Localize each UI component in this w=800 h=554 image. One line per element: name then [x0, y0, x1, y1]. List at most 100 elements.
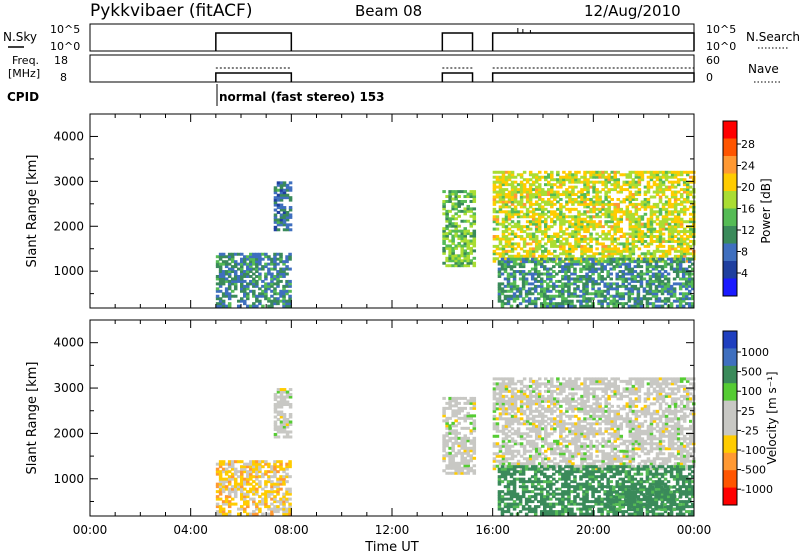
power-echo-cell — [600, 299, 604, 303]
power-echo-cell — [670, 244, 675, 248]
velocity-echo-cell — [528, 449, 533, 453]
power-echo-cell — [466, 239, 471, 243]
power-echo-cell — [285, 228, 290, 232]
power-echo-cell — [492, 244, 497, 248]
power-echo-cell — [533, 302, 538, 306]
power-echo-cell — [561, 282, 565, 286]
velocity-echo-cell — [553, 447, 557, 451]
power-echo-cell — [670, 227, 675, 231]
velocity-echo-cell — [640, 437, 645, 441]
velocity-echo-cell — [565, 394, 569, 398]
velocity-echo-cell — [534, 447, 539, 451]
power-echo-cell — [606, 282, 610, 286]
velocity-echo-cell — [273, 462, 277, 466]
power-echo-cell — [637, 230, 642, 234]
power-echo-cell — [657, 277, 662, 281]
velocity-echo-cell — [571, 424, 575, 428]
velocity-echo-cell — [501, 377, 506, 381]
power-echo-cell — [466, 219, 471, 223]
power-echo-cell — [658, 237, 663, 241]
power-echo-cell — [651, 302, 656, 306]
power-echo-cell — [273, 274, 277, 278]
power-echo-cell — [603, 299, 607, 303]
power-echo-cell — [616, 185, 621, 189]
velocity-echo-cell — [501, 444, 506, 448]
power-echo-cell — [682, 239, 687, 243]
power-echo-cell — [633, 279, 638, 283]
power-echo-cell — [645, 304, 650, 308]
power-echo-cell — [276, 270, 280, 274]
velocity-echo-cell — [637, 382, 642, 386]
power-echo-cell — [601, 170, 605, 174]
power-echo-cell — [582, 277, 586, 281]
power-echo-cell — [556, 217, 560, 221]
velocity-echo-cell — [631, 409, 636, 413]
velocity-echo-cell — [616, 384, 621, 388]
power-echo-cell — [469, 241, 474, 245]
velocity-echo-cell — [279, 403, 284, 407]
power-echo-cell — [230, 252, 235, 256]
power-echo-cell — [660, 265, 665, 269]
power-echo-cell — [497, 289, 502, 293]
power-echo-cell — [544, 190, 548, 194]
power-echo-cell — [597, 299, 601, 303]
power-echo-cell — [534, 230, 539, 234]
velocity-echo-cell — [568, 382, 572, 386]
power-echo-cell — [510, 225, 515, 229]
velocity-echo-cell — [267, 475, 271, 479]
power-echo-cell — [678, 262, 683, 266]
power-echo-cell — [585, 272, 589, 276]
velocity-echo-cell — [616, 392, 621, 396]
velocity-echo-cell — [619, 434, 624, 438]
velocity-echo-cell — [601, 387, 605, 391]
power-echo-cell — [670, 173, 675, 177]
power-echo-cell — [586, 215, 590, 219]
velocity-echo-cell — [531, 462, 536, 466]
power-echo-cell — [547, 239, 551, 243]
velocity-echo-cell — [273, 495, 277, 499]
power-echo-cell — [585, 267, 589, 271]
velocity-echo-cell — [445, 451, 449, 455]
power-echo-cell — [628, 170, 633, 174]
power-echo-cell — [667, 232, 672, 236]
power-echo-cell — [652, 170, 657, 174]
power-echo-cell — [507, 232, 512, 236]
velocity-echo-cell — [577, 402, 581, 406]
power-echo-cell — [636, 274, 641, 278]
power-echo-cell — [550, 170, 554, 174]
velocity-echo-cell — [276, 470, 280, 474]
velocity-echo-cell — [522, 409, 527, 413]
velocity-echo-cell — [613, 384, 617, 388]
power-echo-cell — [555, 302, 559, 306]
velocity-echo-cell — [516, 422, 521, 426]
power-echo-cell — [463, 227, 467, 231]
velocity-echo-cell — [233, 480, 238, 484]
velocity-echo-cell — [276, 505, 280, 509]
power-echo-cell — [227, 279, 232, 283]
velocity-echo-cell — [510, 409, 515, 413]
power-echo-cell — [466, 229, 471, 233]
power-echo-cell — [249, 265, 253, 269]
power-echo-cell — [507, 197, 512, 201]
velocity-echo-cell — [516, 449, 521, 453]
power-echo-cell — [445, 227, 449, 231]
velocity-echo-cell — [282, 502, 286, 506]
power-echo-cell — [618, 297, 623, 301]
power-echo-cell — [664, 202, 669, 206]
power-echo-cell — [595, 193, 599, 197]
power-echo-cell — [679, 222, 684, 226]
velocity-echo-cell — [613, 392, 617, 396]
power-echo-cell — [530, 287, 535, 291]
power-echo-cell — [661, 180, 666, 184]
power-echo-cell — [634, 212, 639, 216]
power-echo-cell — [276, 211, 281, 214]
power-echo-cell — [224, 255, 229, 259]
velocity-echo-cell — [451, 441, 455, 445]
power-echo-cell — [654, 299, 659, 303]
power-echo-cell — [221, 260, 226, 264]
power-echo-cell — [645, 289, 650, 293]
power-echo-cell — [652, 252, 657, 256]
velocity-echo-cell — [544, 437, 548, 441]
velocity-echo-cell — [592, 429, 596, 433]
power-echo-cell — [627, 277, 632, 281]
